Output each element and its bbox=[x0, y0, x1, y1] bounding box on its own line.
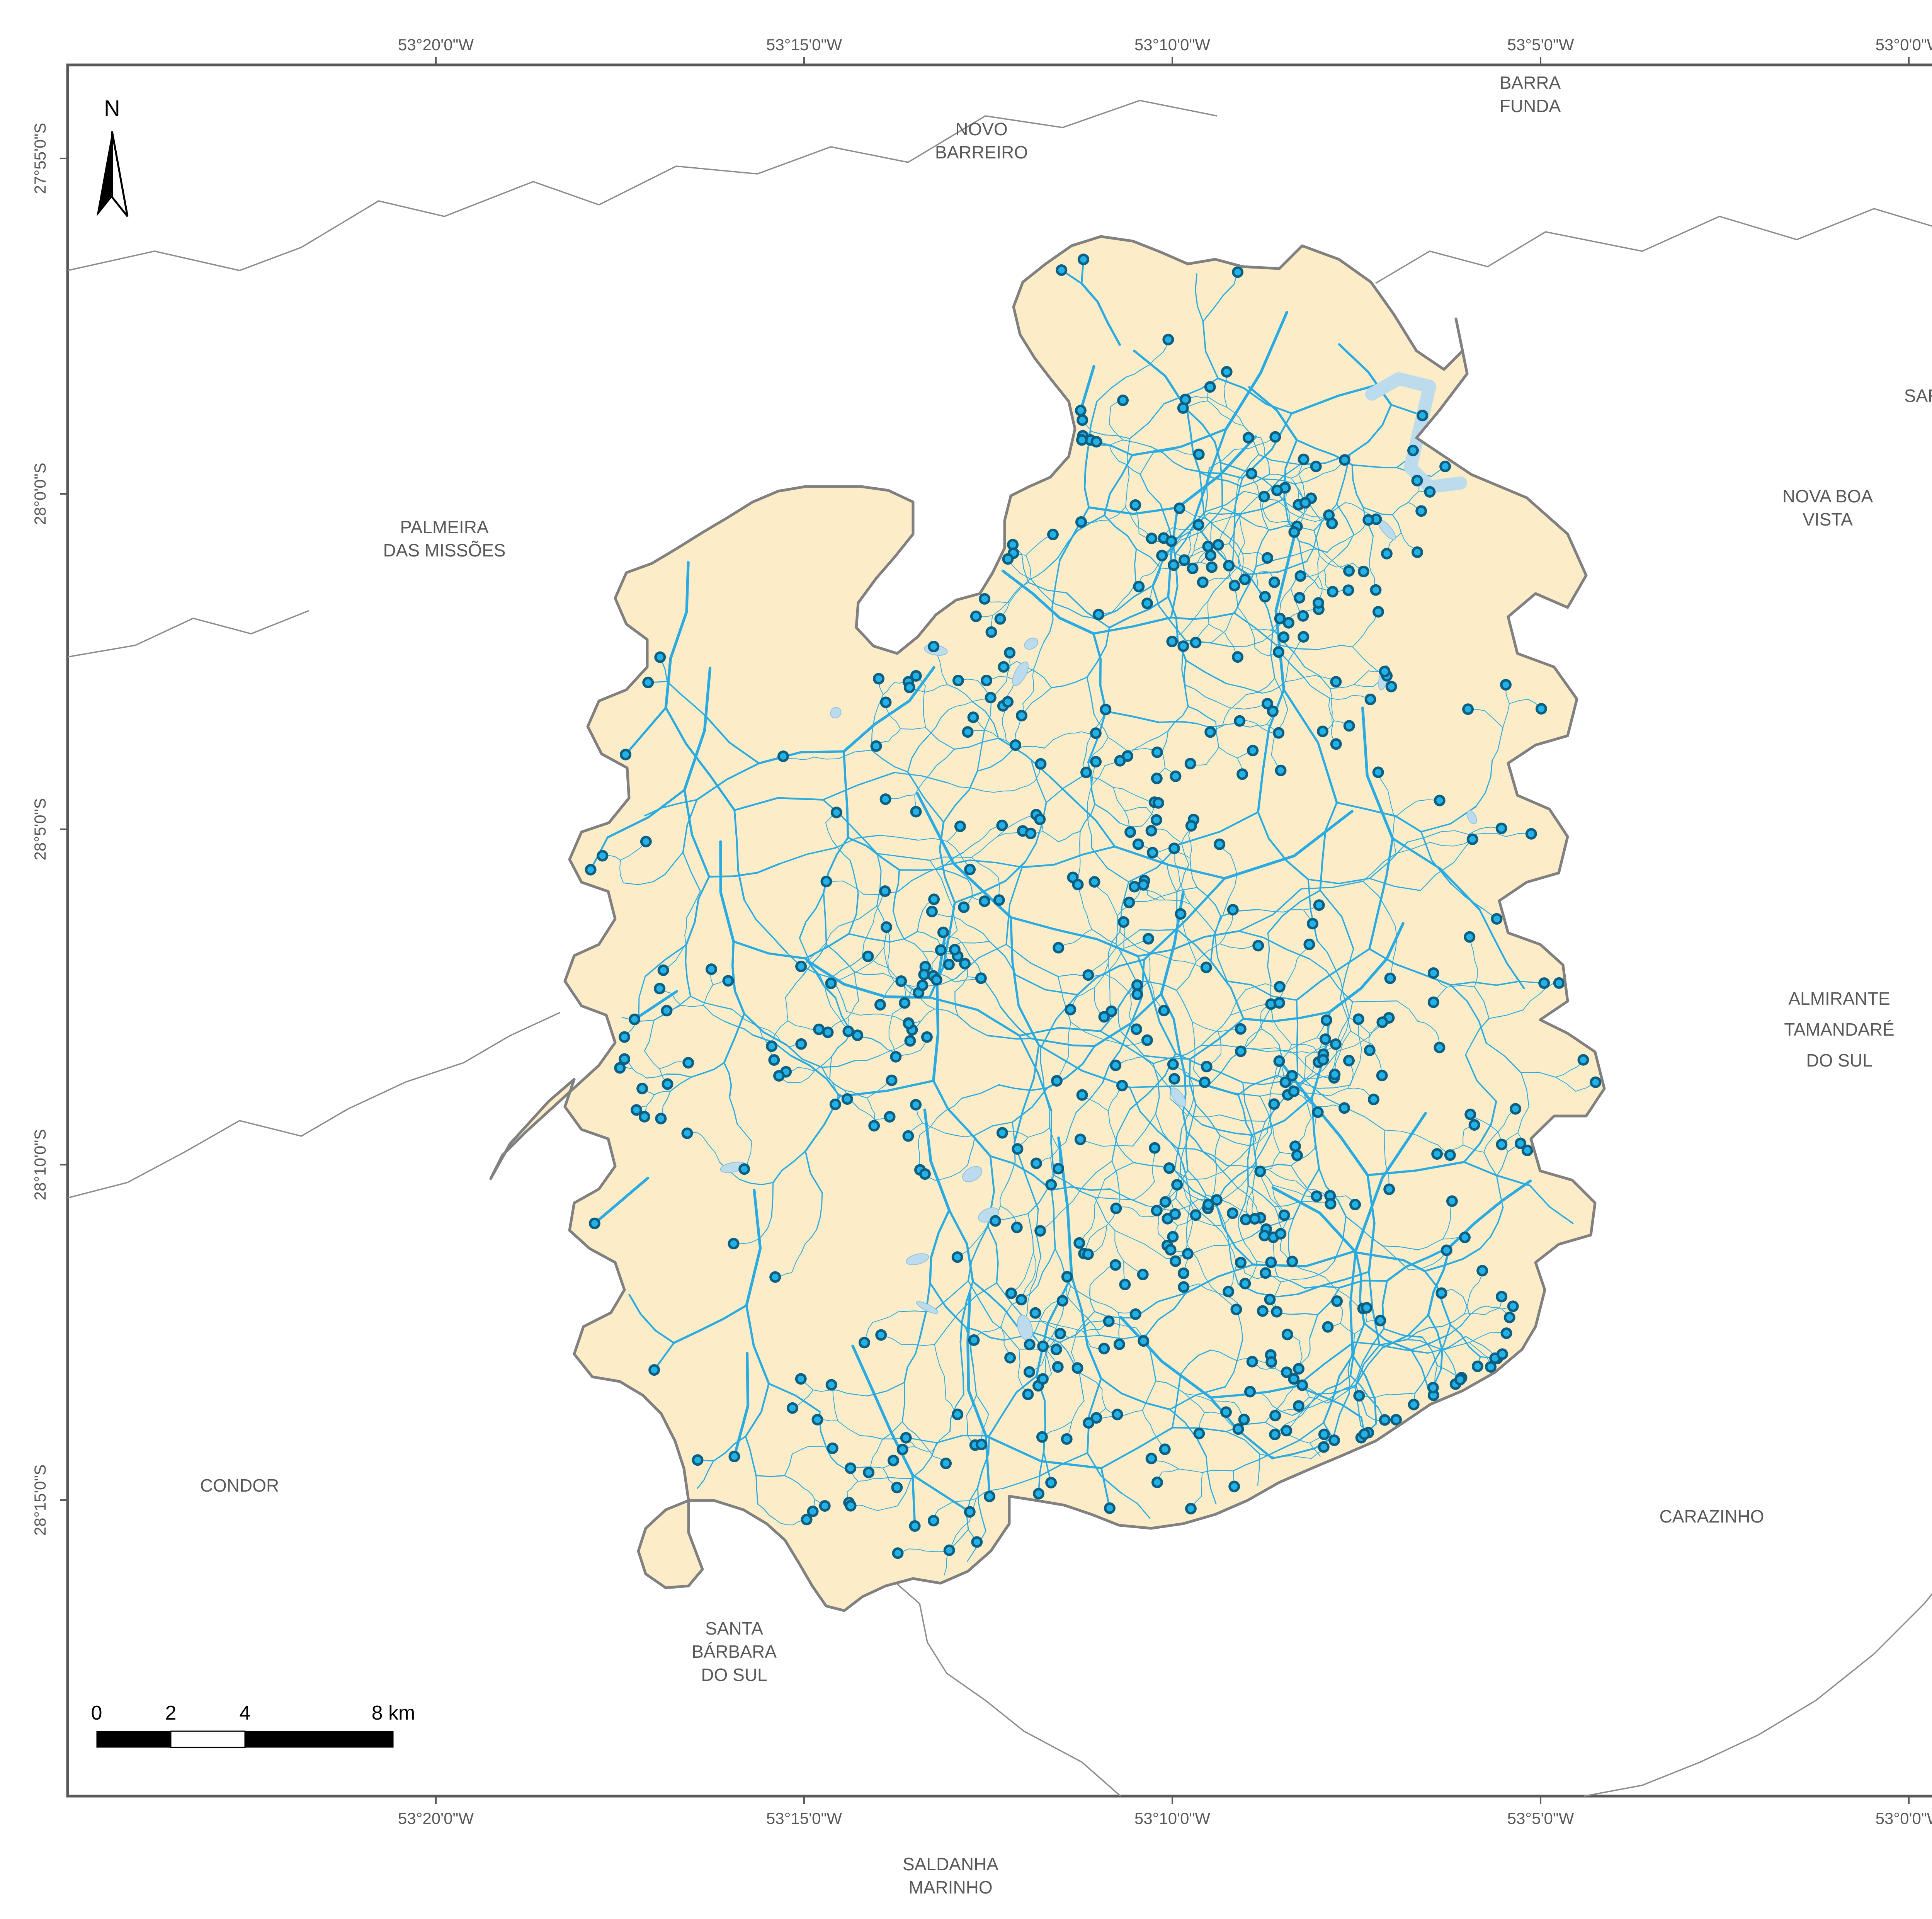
svg-text:2: 2 bbox=[165, 1702, 177, 1724]
svg-text:27°55'0"S: 27°55'0"S bbox=[31, 123, 49, 194]
svg-text:MARINHO: MARINHO bbox=[908, 1877, 992, 1897]
svg-text:4: 4 bbox=[240, 1702, 251, 1724]
svg-text:DO SUL: DO SUL bbox=[1806, 1050, 1872, 1070]
svg-text:PALMEIRA: PALMEIRA bbox=[400, 517, 489, 537]
svg-text:DAS MISSÕES: DAS MISSÕES bbox=[383, 540, 506, 560]
svg-text:53°5'0"W: 53°5'0"W bbox=[1507, 36, 1574, 54]
svg-text:53°0'0"W: 53°0'0"W bbox=[1876, 1809, 1932, 1827]
svg-text:N: N bbox=[104, 96, 120, 121]
svg-text:ALMIRANTE: ALMIRANTE bbox=[1788, 988, 1890, 1009]
svg-text:53°5'0"W: 53°5'0"W bbox=[1507, 1809, 1574, 1827]
svg-text:28°10'0"S: 28°10'0"S bbox=[31, 1129, 49, 1201]
svg-text:SANTA: SANTA bbox=[705, 1618, 763, 1638]
svg-text:NOVO: NOVO bbox=[955, 119, 1007, 139]
svg-text:TAMANDARÉ: TAMANDARÉ bbox=[1784, 1019, 1894, 1039]
svg-text:SALDANHA: SALDANHA bbox=[903, 1854, 998, 1874]
svg-text:53°15'0"W: 53°15'0"W bbox=[766, 1809, 842, 1827]
svg-text:28°0'0"S: 28°0'0"S bbox=[31, 463, 49, 525]
svg-text:28°15'0"S: 28°15'0"S bbox=[31, 1465, 49, 1536]
svg-text:53°20'0"W: 53°20'0"W bbox=[398, 1809, 474, 1827]
svg-text:8 km: 8 km bbox=[372, 1702, 415, 1724]
svg-text:BÁRBARA: BÁRBARA bbox=[692, 1642, 777, 1662]
svg-text:53°10'0"W: 53°10'0"W bbox=[1134, 36, 1211, 54]
svg-text:28°5'0"S: 28°5'0"S bbox=[31, 798, 49, 860]
svg-text:FUNDA: FUNDA bbox=[1500, 96, 1561, 116]
svg-text:0: 0 bbox=[91, 1702, 102, 1724]
svg-text:53°20'0"W: 53°20'0"W bbox=[398, 36, 474, 54]
svg-text:53°15'0"W: 53°15'0"W bbox=[766, 36, 842, 54]
svg-text:SARANDI: SARANDI bbox=[1904, 386, 1932, 406]
svg-text:NOVA BOA: NOVA BOA bbox=[1782, 486, 1873, 506]
svg-text:VISTA: VISTA bbox=[1803, 509, 1853, 529]
svg-text:BARRA: BARRA bbox=[1500, 73, 1561, 93]
svg-text:53°0'0"W: 53°0'0"W bbox=[1876, 36, 1932, 54]
svg-text:DO SUL: DO SUL bbox=[701, 1665, 767, 1685]
svg-text:CARAZINHO: CARAZINHO bbox=[1660, 1506, 1764, 1526]
svg-text:CONDOR: CONDOR bbox=[200, 1475, 279, 1495]
svg-text:BARREIRO: BARREIRO bbox=[935, 142, 1028, 162]
svg-text:53°10'0"W: 53°10'0"W bbox=[1134, 1809, 1211, 1827]
